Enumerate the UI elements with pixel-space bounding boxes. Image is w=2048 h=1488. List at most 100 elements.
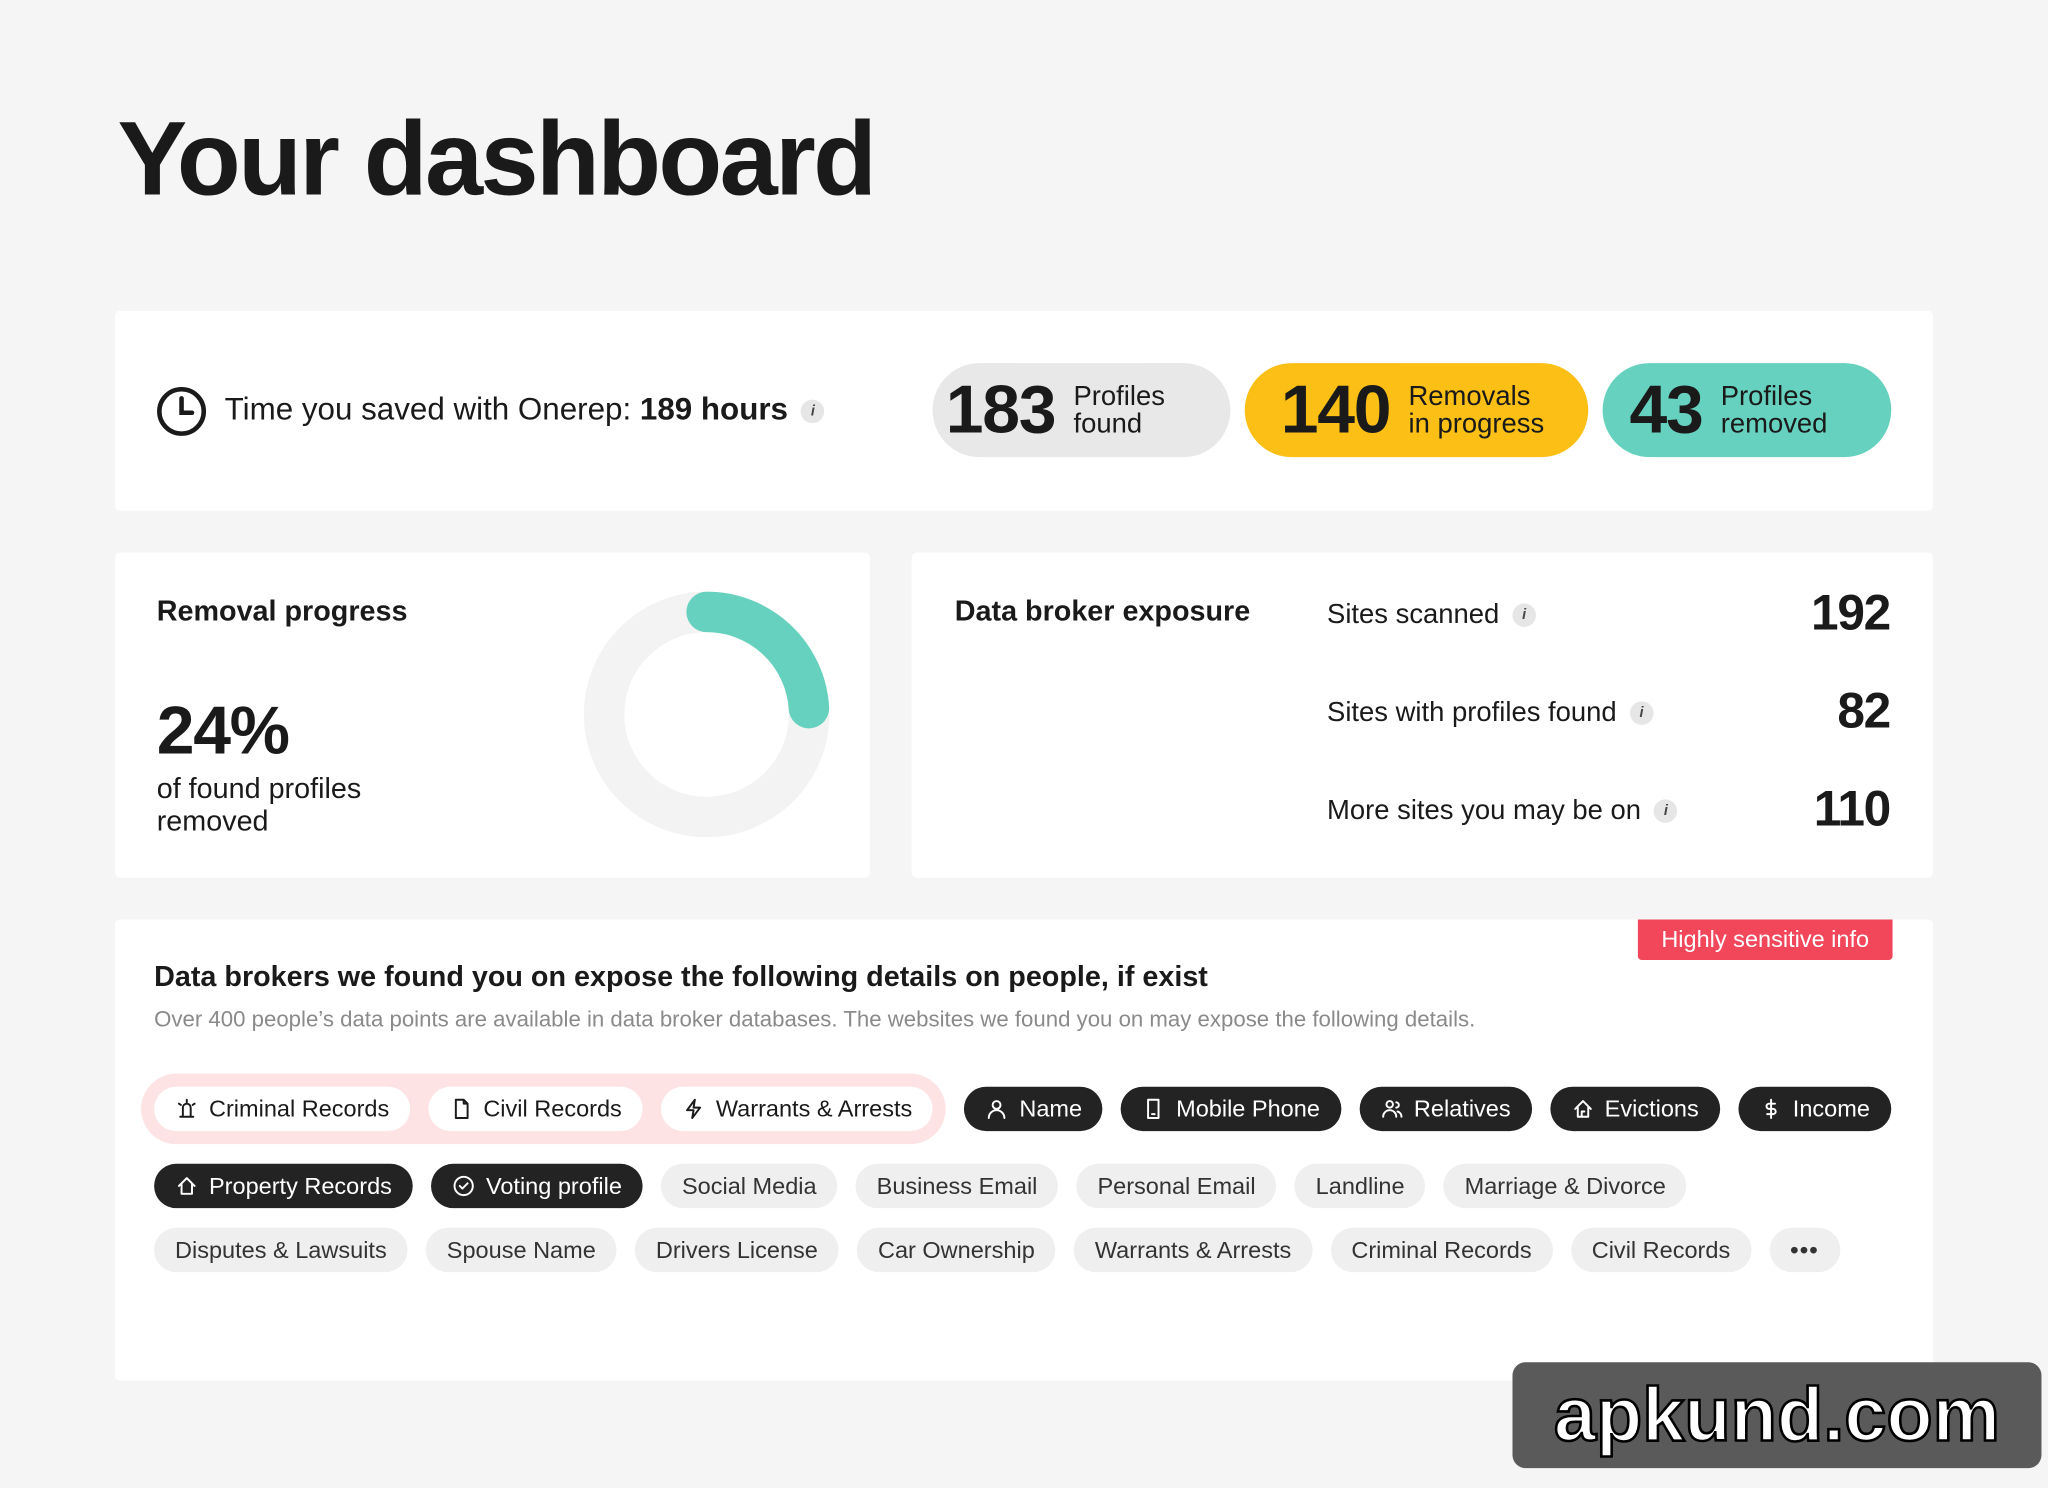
tag-text: Mobile Phone — [1176, 1095, 1320, 1122]
exposure-label: Sites scanned i — [1327, 600, 1536, 631]
tag-icon — [453, 1175, 474, 1197]
tag-icon — [686, 1098, 702, 1120]
tag-text: Warrants & Arrests — [715, 1095, 913, 1122]
details-title: Data brokers we found you on expose the … — [154, 959, 1208, 993]
time-saved-label: Time you saved with Onerep: — [224, 391, 632, 428]
tag-text: Warrants & Arrests — [1094, 1236, 1292, 1263]
tag-text: Criminal Records — [208, 1095, 390, 1122]
tag-icon — [1147, 1098, 1161, 1120]
tag[interactable]: Civil Records — [428, 1086, 643, 1132]
tag[interactable]: Property Records — [154, 1163, 413, 1209]
info-icon[interactable]: i — [1512, 604, 1536, 628]
more-button[interactable]: ••• — [1769, 1227, 1840, 1273]
tag-text: Criminal Records — [1351, 1236, 1532, 1263]
tag-text: Business Email — [876, 1172, 1038, 1199]
tag-text: Civil Records — [483, 1095, 622, 1122]
tag[interactable]: Name — [964, 1086, 1103, 1132]
info-icon[interactable]: i — [1654, 799, 1678, 824]
tag[interactable]: Warrants & Arrests — [1073, 1227, 1313, 1273]
tag-icon-path — [1381, 1100, 1402, 1118]
tag[interactable]: Social Media — [661, 1163, 838, 1209]
info-icon[interactable]: i — [801, 399, 825, 423]
tag-icon-path — [988, 1100, 1006, 1120]
tag-icon — [988, 1100, 1006, 1120]
tag-icon — [177, 1177, 196, 1195]
tag[interactable]: Business Email — [855, 1163, 1059, 1209]
tag[interactable]: Criminal Records — [1330, 1227, 1553, 1273]
tag-icon-path — [1765, 1098, 1777, 1120]
exposure-value: 192 — [1811, 586, 1891, 642]
time-saved: Time you saved with Onerep: 189 hours i — [225, 392, 825, 429]
tag-list: Criminal Records Civil Records Warrants & … — [141, 1073, 1904, 1273]
sensitive-badge: Highly sensitive info — [1637, 919, 1893, 960]
tag[interactable]: Voting profile — [431, 1163, 643, 1209]
clock-icon — [157, 386, 207, 436]
stat-label: Profiles found — [1073, 381, 1165, 439]
tag-icon-path — [1147, 1098, 1161, 1120]
tag[interactable]: Criminal Records — [154, 1086, 411, 1132]
tag-icon-path — [686, 1098, 702, 1120]
tag-text: Evictions — [1604, 1095, 1699, 1122]
card-title: Removal progress — [156, 594, 408, 627]
tag[interactable]: Car Ownership — [857, 1227, 1056, 1273]
tag[interactable]: Evictions — [1549, 1086, 1720, 1132]
stat-number: 183 — [945, 372, 1057, 448]
tag[interactable]: Personal Email — [1076, 1163, 1277, 1209]
details-card — [114, 919, 1934, 1381]
tag-icon — [454, 1098, 469, 1120]
exposure-value: 82 — [1837, 684, 1891, 740]
exposure-label: More sites you may be on i — [1327, 795, 1678, 826]
tag-text: Landline — [1315, 1172, 1405, 1199]
tag-text: Personal Email — [1097, 1172, 1256, 1199]
stat-label: Profiles removed — [1720, 381, 1828, 439]
exposure-label-text: Sites with profiles found — [1327, 697, 1617, 728]
tag[interactable]: Drivers License — [634, 1227, 839, 1273]
tag[interactable]: Relatives — [1359, 1086, 1532, 1132]
tag[interactable]: Civil Records — [1570, 1227, 1752, 1273]
tag-text: Property Records — [208, 1172, 392, 1199]
exposure-label-text: More sites you may be on — [1327, 795, 1642, 826]
tag[interactable]: Warrants & Arrests — [660, 1086, 934, 1132]
tag[interactable]: Landline — [1294, 1163, 1426, 1209]
card-title: Data broker exposure — [954, 594, 1251, 627]
tag-text: Name — [1019, 1095, 1083, 1122]
tag-icon-path — [177, 1177, 196, 1195]
tag-text: Social Media — [681, 1172, 817, 1199]
progress-donut — [583, 591, 830, 838]
tag[interactable]: Spouse Name — [425, 1227, 617, 1273]
page-title: Your dashboard — [117, 100, 877, 217]
tag-icon-path — [177, 1098, 196, 1118]
info-icon[interactable]: i — [1629, 701, 1654, 726]
tag[interactable]: Marriage & Divorce — [1443, 1163, 1687, 1209]
stat-pill: 183 Profiles found — [932, 363, 1231, 458]
tag-text: Relatives — [1413, 1095, 1511, 1122]
details-subtitle: Over 400 people’s data points are availa… — [154, 1007, 1476, 1032]
tag-icon — [1573, 1100, 1592, 1118]
tag[interactable]: Mobile Phone — [1121, 1086, 1341, 1132]
tag-text: Civil Records — [1591, 1236, 1731, 1263]
progress-percent: 24% — [156, 693, 290, 770]
stat-number: 140 — [1280, 372, 1392, 448]
tag-icon — [177, 1098, 196, 1118]
exposure-card — [911, 552, 1934, 878]
tag-icon-path — [1573, 1100, 1592, 1118]
tag[interactable]: Disputes & Lawsuits — [154, 1227, 408, 1273]
stat-pill: 140 Removals in progress — [1244, 363, 1589, 458]
tag-icon-path — [453, 1175, 474, 1197]
tag-text: Car Ownership — [877, 1236, 1035, 1263]
progress-caption: of found profiles removed — [156, 771, 362, 838]
exposure-label: Sites with profiles found i — [1327, 697, 1654, 728]
tag-icon-path — [454, 1098, 469, 1120]
tag-text: Voting profile — [485, 1172, 622, 1199]
progress-arc — [583, 591, 830, 838]
tag[interactable]: Income — [1737, 1086, 1891, 1132]
tag-text: Disputes & Lawsuits — [175, 1236, 387, 1263]
watermark: apkund.com — [1512, 1362, 2042, 1469]
stat-pill: 43 Profiles removed — [1602, 363, 1892, 458]
tag-icon — [1381, 1100, 1402, 1118]
stat-number: 43 — [1629, 372, 1703, 448]
exposure-value: 110 — [1813, 782, 1891, 838]
stat-label: Removals in progress — [1408, 381, 1545, 439]
tag-text: Income — [1792, 1095, 1870, 1122]
